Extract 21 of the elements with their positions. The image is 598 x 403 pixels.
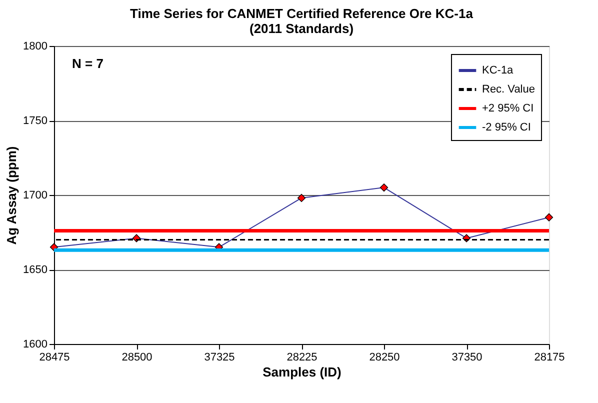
legend-label: Rec. Value <box>482 84 535 96</box>
y-axis-title: Ag Assay (ppm) <box>4 146 20 245</box>
x-tick-label: 28225 <box>286 352 318 364</box>
x-axis-title: Samples (ID) <box>262 364 342 380</box>
x-tick-label: 28500 <box>122 352 152 364</box>
legend-label: -2 95% CI <box>482 122 531 134</box>
x-tick-label: 28175 <box>534 352 565 364</box>
annotation: N = 7 <box>72 56 104 71</box>
y-tick-label: 1750 <box>23 115 48 127</box>
chart-title: Time Series for CANMET Certified Reference Ore KC-1a <box>130 6 474 21</box>
chart-subtitle: (2011 Standards) <box>249 21 354 36</box>
x-tick-label: 37350 <box>452 352 482 364</box>
x-tick-label: 28250 <box>369 352 400 364</box>
x-tick-label: 28475 <box>39 352 70 364</box>
y-tick-label: 1650 <box>23 264 48 276</box>
y-tick-label: 1700 <box>23 190 48 202</box>
x-tick-label: 37325 <box>204 352 235 364</box>
y-tick-label: 1800 <box>23 40 48 52</box>
legend-label: +2 95% CI <box>482 102 534 114</box>
y-tick-label: 1600 <box>23 338 48 350</box>
legend-label: KC-1a <box>482 64 514 76</box>
